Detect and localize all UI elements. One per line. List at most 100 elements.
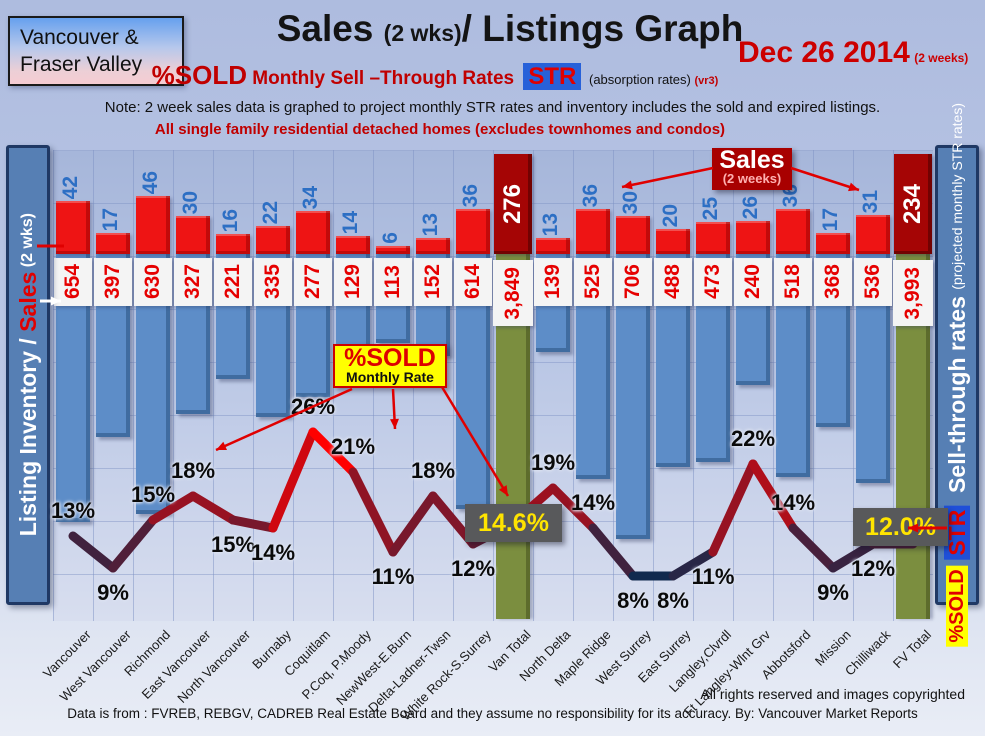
inventory-value-chip: 630 xyxy=(134,258,172,306)
subtitle-version: (vr3) xyxy=(694,75,719,87)
str-rate-label: 9% xyxy=(97,580,129,605)
source-text: Data is from : FVREB, REBGV, CADREB Real… xyxy=(67,706,918,721)
region-line2: Fraser Valley xyxy=(20,53,143,76)
inventory-value-chip: 518 xyxy=(774,258,812,306)
fv-total-rate-box: 12.0% xyxy=(853,508,948,546)
str-rate-label: 12% xyxy=(850,556,896,581)
sales-total-bar: 234 xyxy=(894,154,932,254)
sales-bar xyxy=(376,246,410,254)
inventory-value-chip: 488 xyxy=(654,258,692,306)
subtitle-rates: Monthly Sell –Through Rates xyxy=(247,68,520,89)
region-line1: Vancouver & xyxy=(20,26,139,49)
str-rate-label: 26% xyxy=(290,394,336,419)
sales-bar xyxy=(176,216,210,254)
inventory-value: 240 xyxy=(741,264,764,300)
sales-value: 17 xyxy=(819,207,842,231)
sales-bar xyxy=(256,226,290,254)
sales-value: 42 xyxy=(59,175,82,199)
str-badge: STR xyxy=(523,63,582,90)
van-total-rate-box: 14.6% xyxy=(465,504,562,542)
inventory-value: 221 xyxy=(221,264,244,300)
sales-bar xyxy=(856,215,890,254)
page-title: Sales (2 wks)/ Listings Graph xyxy=(240,8,780,50)
inventory-value: 129 xyxy=(341,264,364,300)
inventory-value-chip: 3,993 xyxy=(893,260,933,326)
sales-total-value: 276 xyxy=(499,183,526,225)
inventory-value: 654 xyxy=(61,264,84,300)
subtitle-pctsold: %SOLD xyxy=(151,60,248,90)
sales-bar xyxy=(616,216,650,254)
sales-value: 16 xyxy=(219,208,242,232)
left-axis-text: Listing Inventory / Sales (2 wks) xyxy=(15,213,42,536)
subtitle: %SOLD Monthly Sell –Through Rates STR (a… xyxy=(0,60,870,91)
sales-value: 36 xyxy=(579,183,602,207)
inventory-value-chip: 335 xyxy=(254,258,292,306)
title-paren: (2 wks) xyxy=(383,20,462,46)
inventory-value-chip: 277 xyxy=(294,258,332,306)
sales-bar xyxy=(296,211,330,254)
pctsold-callout-box: %SOLD Monthly Rate xyxy=(333,344,447,388)
inventory-value: 368 xyxy=(821,264,844,300)
sales-value: 31 xyxy=(859,189,882,213)
inventory-value: 3,849 xyxy=(501,266,524,320)
inventory-value-chip: 525 xyxy=(574,258,612,306)
sales-bar xyxy=(536,238,570,254)
sales-value: 34 xyxy=(299,185,322,209)
sales-callout-box: Sales (2 weeks) xyxy=(712,148,792,190)
sales-bar xyxy=(736,221,770,254)
title-rest: / Listings Graph xyxy=(461,8,744,49)
str-rate-label: 18% xyxy=(410,458,456,483)
inventory-value: 473 xyxy=(701,264,724,300)
inventory-value: 139 xyxy=(541,264,564,300)
inventory-value-chip: 129 xyxy=(334,258,372,306)
right-axis-main-label: Sell-through rates xyxy=(943,289,970,500)
sales-total-value: 234 xyxy=(899,183,926,225)
inventory-value: 614 xyxy=(461,264,484,300)
left-axis-sales-label: Sales xyxy=(14,272,41,333)
report-date: Dec 26 2014 xyxy=(738,36,910,69)
title-main: Sales xyxy=(276,8,384,49)
sales-value: 20 xyxy=(659,203,682,227)
sales-bar xyxy=(96,233,130,254)
inventory-value-chip: 536 xyxy=(854,258,892,306)
note-text: Note: 2 week sales data is graphed to pr… xyxy=(104,99,881,116)
inventory-value: 488 xyxy=(661,264,684,300)
scope-text: All single family residential detached h… xyxy=(154,121,726,138)
sales-callout-title: Sales xyxy=(719,146,785,174)
sales-bar xyxy=(696,222,730,254)
inventory-value-chip: 139 xyxy=(534,258,572,306)
str-rate-label: 21% xyxy=(330,434,376,459)
str-rate-label: 11% xyxy=(371,564,415,589)
sales-callout-sub: (2 weeks) xyxy=(722,171,782,186)
inventory-value: 152 xyxy=(421,264,444,300)
str-rate-label: 12% xyxy=(450,556,496,581)
subtitle-absorption: (absorption rates) xyxy=(585,72,695,87)
sales-bar xyxy=(336,236,370,254)
inventory-value-chip: 368 xyxy=(814,258,852,306)
pctsold-callout-sub: Monthly Rate xyxy=(346,369,434,385)
sales-bar xyxy=(136,196,170,254)
inventory-value: 518 xyxy=(781,264,804,300)
inventory-value-chip: 113 xyxy=(374,258,412,306)
inventory-value-chip: 240 xyxy=(734,258,772,306)
sales-value: 25 xyxy=(699,196,722,220)
date-note: (2 weeks) xyxy=(914,51,969,65)
sales-bar xyxy=(56,201,90,254)
str-rate-label: 14% xyxy=(250,540,296,565)
inventory-value: 113 xyxy=(381,265,404,299)
chart-plot-area: 654 42 397 17 630 46 327 30 221 16 335 22 277 34 129 14… xyxy=(53,150,933,621)
right-axis-text: %SOLDSTR Sell-through rates (projected m… xyxy=(943,103,971,647)
sales-value: 30 xyxy=(619,190,642,214)
str-rate-label: 14% xyxy=(770,490,816,515)
left-axis-inventory-label: Listing Inventory / xyxy=(14,332,41,537)
inventory-value: 3,993 xyxy=(901,266,924,320)
inventory-value-chip: 654 xyxy=(54,258,92,306)
inventory-value: 335 xyxy=(261,264,284,300)
sales-value: 22 xyxy=(259,200,282,224)
sales-bar xyxy=(816,233,850,254)
sales-bar xyxy=(456,209,490,254)
inventory-value-chip: 706 xyxy=(614,258,652,306)
sales-value: 6 xyxy=(379,232,402,244)
str-rate-label: 8% xyxy=(657,588,689,613)
